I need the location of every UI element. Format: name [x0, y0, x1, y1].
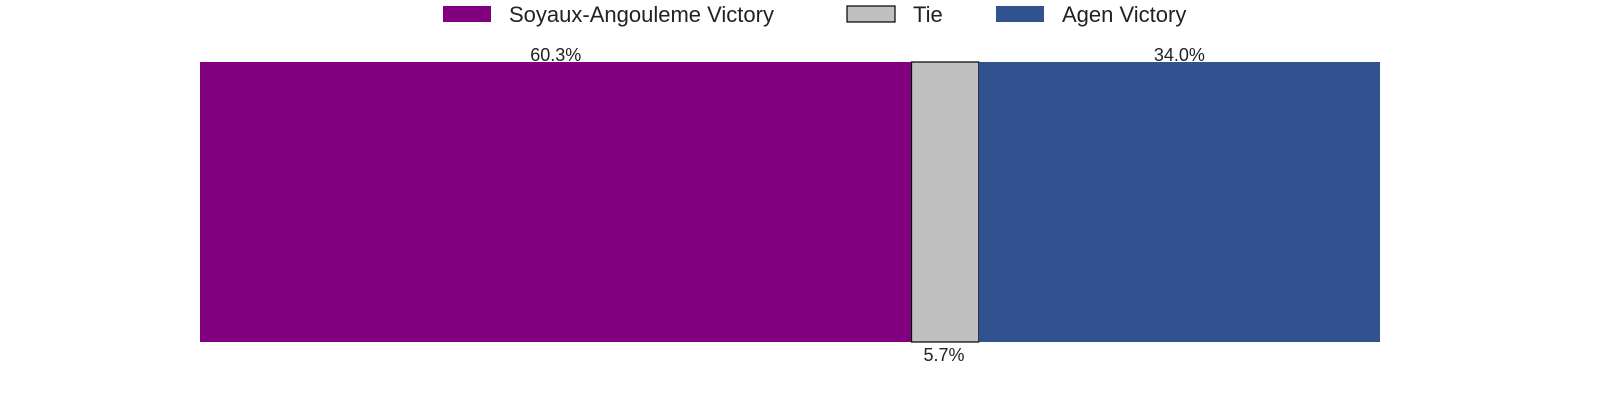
legend-label-agen-victory: Agen Victory	[1062, 2, 1186, 27]
stacked-bar	[200, 61, 1380, 343]
value-label-tie: 5.7%	[924, 345, 965, 365]
bar-segment-agen-victory	[978, 62, 1380, 342]
value-label-soyaux-angouleme-victory: 60.3%	[530, 45, 581, 65]
legend-swatch-soyaux-angouleme-victory	[443, 6, 491, 22]
bar-segment-soyaux-angouleme-victory	[200, 62, 912, 342]
chart-legend: Soyaux-Angouleme Victory Tie Agen Victory	[443, 2, 1186, 27]
bar-segment-tie	[910, 61, 980, 343]
legend-swatch-tie	[846, 5, 896, 23]
legend-swatch-agen-victory	[996, 6, 1044, 22]
value-label-agen-victory: 34.0%	[1154, 45, 1205, 65]
percentage-labels: 60.3% 5.7% 34.0%	[530, 45, 1205, 365]
legend-label-tie: Tie	[913, 2, 943, 27]
legend-label-soyaux-angouleme-victory: Soyaux-Angouleme Victory	[509, 2, 774, 27]
